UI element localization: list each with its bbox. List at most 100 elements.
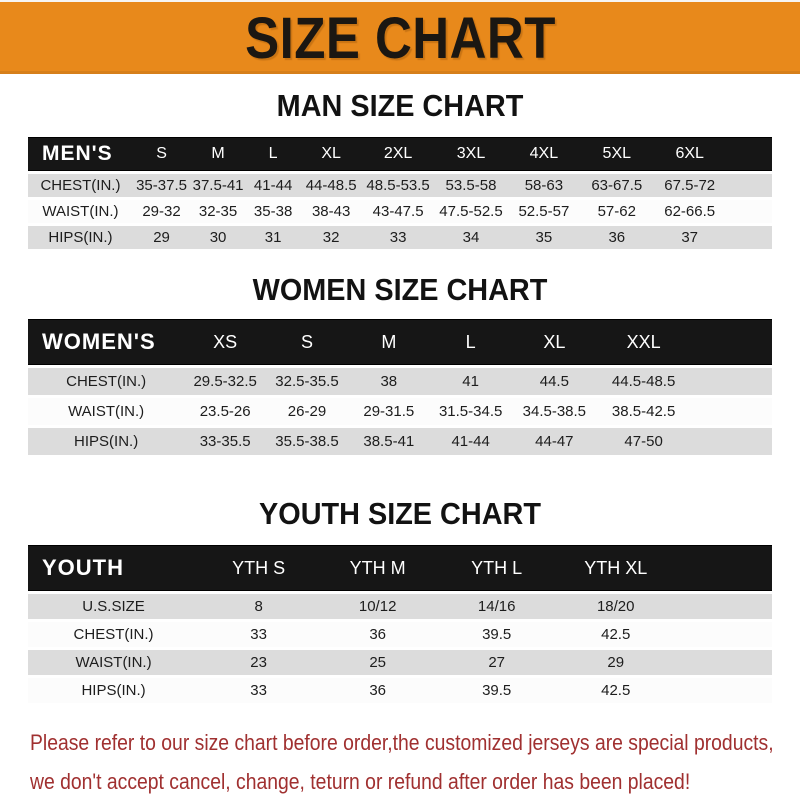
table-row: WAIST(IN.) 23.5-26 26-29 29-31.5 31.5-34.5 34… — [28, 398, 772, 425]
cell-value: 29-32 — [132, 200, 191, 223]
cell-value: 18/20 — [556, 594, 676, 619]
cell-value: 27 — [437, 650, 557, 675]
cell-value: 30 — [190, 226, 246, 249]
banner-title: SIZE CHART — [244, 5, 556, 71]
table-header-row: YOUTH YTH S YTH M YTH L YTH XL — [28, 545, 772, 591]
cell-value: 39.5 — [437, 678, 557, 703]
cell-value: 42.5 — [556, 678, 676, 703]
column-header: XXL — [597, 319, 691, 365]
cell-value: 35.5-38.5 — [266, 428, 348, 455]
column-header: 2XL — [362, 137, 435, 171]
table-row: HIPS(IN.) 29 30 31 32 33 34 35 36 37 — [28, 226, 772, 249]
cell-value: 47-50 — [597, 428, 691, 455]
men-size-table: MEN'S S M L XL 2XL 3XL 4XL 5XL 6XL CHEST(IN.) 35-37… — [28, 134, 772, 252]
table-row: WAIST(IN.) 23 25 27 29 — [28, 650, 772, 675]
footer-note: Please refer to our size chart before or… — [0, 728, 800, 800]
cell-value: 42.5 — [556, 622, 676, 647]
cell-value: 31.5-34.5 — [429, 398, 512, 425]
cell-value: 35-37.5 — [132, 174, 191, 197]
cell-value: 39.5 — [437, 622, 557, 647]
column-header: YTH L — [437, 545, 557, 591]
column-header: S — [132, 137, 191, 171]
row-spacer — [725, 200, 772, 223]
youth-section-title: YOUTH SIZE CHART — [259, 496, 541, 531]
men-section-title: MAN SIZE CHART — [276, 88, 524, 123]
cell-value: 41 — [429, 368, 512, 395]
cell-value: 41-44 — [429, 428, 512, 455]
row-label: HIPS(IN.) — [28, 678, 200, 703]
cell-value: 38-43 — [300, 200, 363, 223]
header-spacer — [725, 137, 772, 171]
row-spacer — [725, 174, 772, 197]
row-spacer — [690, 428, 772, 455]
cell-value: 29 — [132, 226, 191, 249]
header-spacer — [675, 545, 772, 591]
cell-value: 32-35 — [190, 200, 246, 223]
cell-value: 63-67.5 — [579, 174, 654, 197]
cell-value: 8 — [199, 594, 319, 619]
column-header: 5XL — [579, 137, 654, 171]
row-label: WAIST(IN.) — [28, 650, 200, 675]
cell-value: 25 — [318, 650, 438, 675]
cell-value: 67.5-72 — [653, 174, 726, 197]
column-header: M — [190, 137, 246, 171]
column-header: XL — [511, 319, 598, 365]
cell-value: 33 — [362, 226, 435, 249]
row-spacer — [690, 398, 772, 425]
women-size-section: WOMEN SIZE CHART WOMEN'S XS S M L XL XXL CHEST(… — [0, 252, 800, 458]
cell-value: 36 — [318, 622, 438, 647]
row-spacer — [675, 594, 772, 619]
row-spacer — [675, 678, 772, 703]
row-label: CHEST(IN.) — [28, 368, 185, 395]
column-header: YTH M — [318, 545, 438, 591]
banner: SIZE CHART — [0, 0, 800, 74]
cell-value: 34 — [434, 226, 508, 249]
column-header: 3XL — [434, 137, 508, 171]
cell-value: 47.5-52.5 — [434, 200, 508, 223]
table-row: CHEST(IN.) 33 36 39.5 42.5 — [28, 622, 772, 647]
footer-line-2: we don't accept cancel, change, teturn o… — [30, 769, 691, 794]
column-header: YTH S — [199, 545, 319, 591]
cell-value: 44.5-48.5 — [597, 368, 691, 395]
women-section-title: WOMEN SIZE CHART — [252, 272, 548, 307]
row-label: WAIST(IN.) — [28, 398, 185, 425]
column-header: YTH XL — [556, 545, 676, 591]
column-header: XL — [300, 137, 363, 171]
cell-value: 35 — [507, 226, 580, 249]
column-header: L — [429, 319, 512, 365]
table-header-row: WOMEN'S XS S M L XL XXL — [28, 319, 772, 365]
cell-value: 37.5-41 — [190, 174, 246, 197]
cell-value: 57-62 — [579, 200, 654, 223]
cell-value: 33 — [199, 622, 319, 647]
cell-value: 44.5 — [511, 368, 598, 395]
women-size-table: WOMEN'S XS S M L XL XXL CHEST(IN.) 29.5-32.5 32.5… — [28, 316, 772, 458]
cell-value: 29 — [556, 650, 676, 675]
cell-value: 29.5-32.5 — [184, 368, 267, 395]
table-row: U.S.SIZE 8 10/12 14/16 18/20 — [28, 594, 772, 619]
header-spacer — [690, 319, 772, 365]
cell-value: 32.5-35.5 — [266, 368, 348, 395]
table-row: CHEST(IN.) 35-37.5 37.5-41 41-44 44-48.5 48.5… — [28, 174, 772, 197]
cell-value: 26-29 — [266, 398, 348, 425]
cell-value: 43-47.5 — [362, 200, 435, 223]
cell-value: 29-31.5 — [347, 398, 430, 425]
table-corner-label: YOUTH — [28, 545, 200, 591]
row-label: U.S.SIZE — [28, 594, 200, 619]
cell-value: 36 — [318, 678, 438, 703]
cell-value: 38.5-42.5 — [597, 398, 691, 425]
row-label: CHEST(IN.) — [28, 622, 200, 647]
table-corner-label: MEN'S — [28, 137, 133, 171]
cell-value: 35-38 — [245, 200, 301, 223]
cell-value: 34.5-38.5 — [511, 398, 598, 425]
cell-value: 38.5-41 — [347, 428, 430, 455]
row-spacer — [675, 650, 772, 675]
table-row: CHEST(IN.) 29.5-32.5 32.5-35.5 38 41 44.5 44.5… — [28, 368, 772, 395]
column-header: 4XL — [507, 137, 580, 171]
cell-value: 44-47 — [511, 428, 598, 455]
row-spacer — [690, 368, 772, 395]
cell-value: 33-35.5 — [184, 428, 267, 455]
row-label: WAIST(IN.) — [28, 200, 133, 223]
cell-value: 62-66.5 — [653, 200, 726, 223]
cell-value: 38 — [347, 368, 430, 395]
cell-value: 48.5-53.5 — [362, 174, 435, 197]
